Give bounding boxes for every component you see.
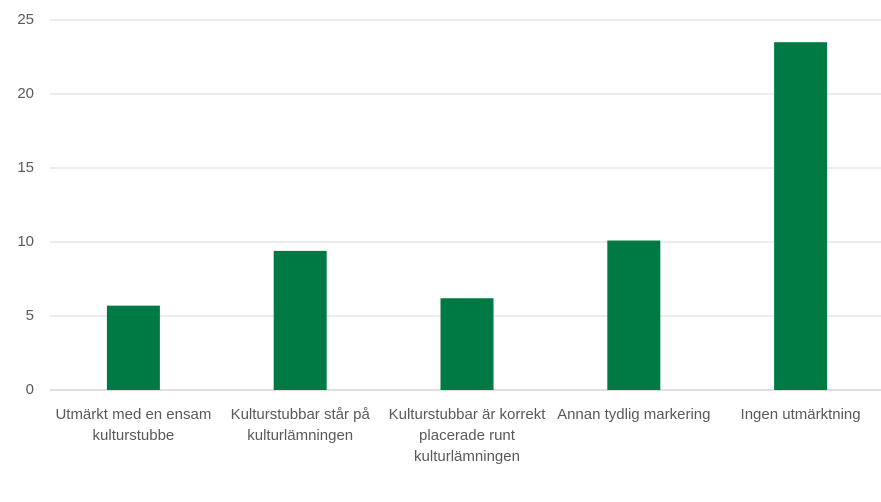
y-tick-label: 10 <box>17 233 34 250</box>
bar <box>607 240 661 390</box>
x-tick-label: Ingen utmärktning <box>740 406 861 423</box>
y-tick-label: 25 <box>17 11 34 28</box>
x-tick-label: Kulturstubbar är korrekt placerade runt … <box>388 406 546 465</box>
x-tick-label: Utmärkt med en ensam kulturstubbe <box>55 406 212 444</box>
y-tick-label: 5 <box>26 307 34 324</box>
bar <box>774 42 828 390</box>
y-tick-label: 0 <box>26 381 34 398</box>
x-tick-label: Kulturstubbar står på kulturlämningen <box>230 406 370 444</box>
y-tick-label: 20 <box>17 85 34 102</box>
x-tick-label: Annan tydlig markering <box>557 406 711 423</box>
bar <box>273 250 327 390</box>
bar <box>106 305 160 390</box>
y-tick-label: 15 <box>17 159 34 176</box>
bar <box>440 298 494 390</box>
